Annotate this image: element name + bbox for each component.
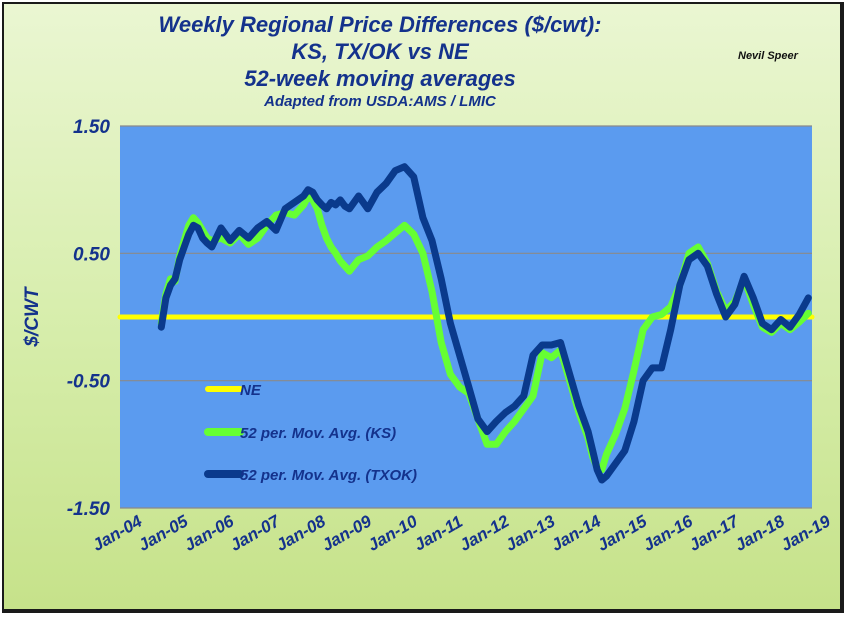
legend-item-ks: 52 per. Mov. Avg. (KS) <box>240 425 396 442</box>
chart-title-line-2: KS, TX/OK vs NE <box>291 39 469 64</box>
series-txok-line <box>157 163 812 484</box>
x-tick-label: Jan-09 <box>319 511 376 555</box>
x-tick-label: Jan-15 <box>594 511 651 555</box>
x-tick-label: Jan-17 <box>686 511 743 555</box>
chart-title-line-3: 52-week moving averages <box>244 66 516 91</box>
x-tick-label: Jan-08 <box>273 511 330 555</box>
x-tick-label: Jan-06 <box>181 511 238 555</box>
legend-item-txok: 52 per. Mov. Avg. (TXOK) <box>240 467 417 484</box>
chart-title-line-1: Weekly Regional Price Differences ($/cwt… <box>158 12 602 37</box>
x-tick-label: Jan-12 <box>456 511 513 555</box>
x-tick-label: Jan-19 <box>778 511 835 555</box>
y-tick-label: 0.50 <box>73 244 110 265</box>
y-axis-ticks: 1.50 0.50 -0.50 -1.50 <box>67 117 111 520</box>
author-credit: Nevil Speer <box>738 50 798 62</box>
x-tick-label: Jan-10 <box>365 511 422 555</box>
y-tick-label: -1.50 <box>67 499 111 520</box>
x-tick-label: Jan-05 <box>135 511 192 555</box>
legend-item-ne: NE <box>240 382 262 399</box>
y-tick-label: 1.50 <box>73 117 110 138</box>
x-tick-label: Jan-07 <box>227 511 284 555</box>
x-tick-label: Jan-13 <box>502 511 559 555</box>
series-group <box>117 163 815 484</box>
x-tick-label: Jan-11 <box>411 512 466 555</box>
x-axis-ticks: Jan-04Jan-05Jan-06Jan-07Jan-08Jan-09Jan-… <box>89 511 834 555</box>
y-axis-label: $/CWT <box>22 286 43 348</box>
y-tick-label: -0.50 <box>67 372 111 393</box>
chart-subtitle: Adapted from USDA:AMS / LMIC <box>264 93 496 110</box>
legend: NE 52 per. Mov. Avg. (KS) 52 per. Mov. Avg… <box>204 382 417 484</box>
x-tick-label: Jan-18 <box>732 511 789 555</box>
x-tick-label: Jan-14 <box>548 511 605 555</box>
x-tick-label: Jan-16 <box>640 511 697 555</box>
